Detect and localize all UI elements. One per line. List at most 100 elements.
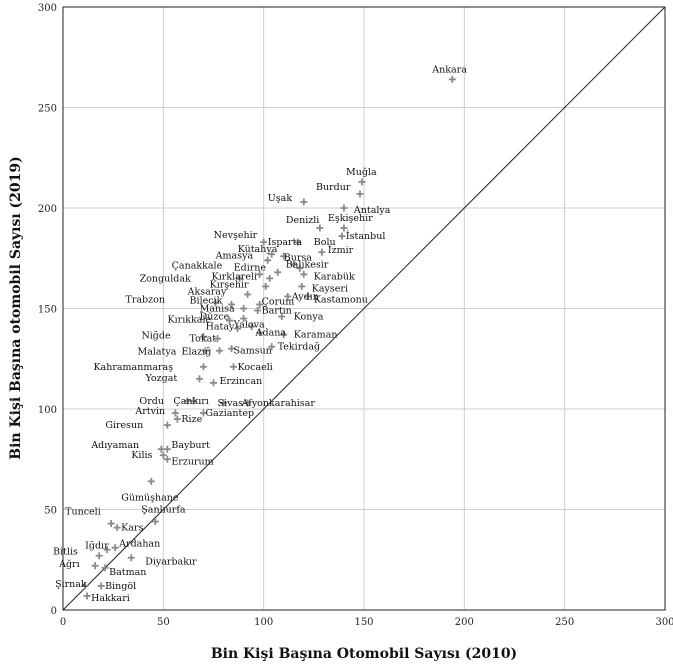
data-point — [199, 409, 207, 417]
data-point — [214, 335, 222, 343]
point-label: Gümüşhane — [121, 492, 179, 503]
data-point — [199, 363, 207, 371]
data-point — [248, 323, 256, 331]
point-label: Kayseri — [312, 283, 348, 294]
point-label: Adıyaman — [90, 440, 139, 451]
data-point — [240, 315, 248, 323]
point-label: Tokat — [190, 334, 217, 345]
data-point — [97, 582, 105, 590]
data-point — [101, 564, 109, 572]
data-point — [254, 307, 262, 315]
data-point — [163, 421, 171, 429]
y-tick-label: 200 — [38, 204, 57, 215]
point-label: Karabük — [314, 271, 355, 282]
data-point — [240, 305, 248, 312]
y-axis-title: Bin Kişi Başına otomobil Sayısı (2019) — [8, 156, 24, 460]
point-label: Eşkişehir — [328, 213, 373, 224]
data-point — [113, 524, 121, 532]
data-point — [103, 546, 111, 554]
data-point — [256, 300, 264, 308]
point-label: Konya — [294, 312, 324, 323]
point-label: Çorum — [262, 296, 295, 307]
point-label: Çankırı — [173, 396, 208, 407]
data-point — [338, 232, 346, 240]
data-point — [216, 347, 224, 355]
data-point — [83, 592, 91, 600]
y-tick-label: 150 — [38, 305, 57, 316]
point-label: Bursa — [284, 252, 313, 263]
data-point — [256, 329, 264, 337]
data-point — [260, 238, 268, 246]
point-label: Edirne — [234, 262, 267, 273]
data-point — [228, 345, 236, 353]
data-point — [163, 455, 171, 463]
point-label: Bartın — [262, 306, 292, 317]
point-label: Zonguldak — [140, 273, 191, 284]
x-tick-label: 200 — [455, 617, 474, 628]
data-point — [284, 292, 292, 300]
data-point — [201, 347, 209, 355]
point-label: Kırşehir — [210, 279, 249, 290]
data-point — [340, 204, 348, 212]
data-point — [157, 445, 165, 453]
data-point — [183, 397, 191, 405]
data-point — [278, 313, 286, 321]
data-point — [280, 252, 288, 260]
data-point — [266, 274, 274, 282]
point-label: Malatya — [137, 347, 176, 358]
point-label: Ankara — [431, 64, 467, 75]
point-label: Adana — [255, 328, 287, 339]
data-point — [226, 317, 234, 325]
data-point — [234, 325, 242, 333]
point-label: Aydın — [291, 291, 319, 302]
data-point — [268, 343, 276, 351]
point-label: Kahramanmaraş — [93, 362, 173, 373]
data-point — [356, 190, 364, 198]
point-label: Bilecik — [190, 295, 223, 306]
tick-labels-layer: 0 50 100 150 200 250 300 0 50 100 150 200 250 300 — [38, 3, 673, 628]
point-label: Amasya — [215, 250, 254, 261]
data-point — [280, 331, 288, 339]
data-point — [316, 224, 324, 232]
x-tick-label: 0 — [60, 617, 66, 628]
y-tick-label: 0 — [51, 606, 57, 617]
point-label: Kastamonu — [314, 294, 368, 305]
point-label: Aksaray — [187, 286, 227, 297]
point-label: Diyarbakır — [145, 557, 197, 568]
data-point — [95, 552, 103, 560]
data-point — [244, 399, 252, 407]
point-label: Manisa — [200, 304, 235, 315]
data-point — [264, 256, 272, 264]
point-label: Kütahya — [238, 244, 278, 255]
point-label: Düzce — [200, 312, 230, 323]
reference-line — [62, 6, 666, 611]
data-point — [91, 562, 99, 570]
point-label: Gaziantep — [205, 408, 254, 419]
data-point — [173, 415, 181, 423]
y-tick-label: 300 — [38, 3, 57, 14]
point-label: Hatay — [206, 322, 235, 333]
data-point — [127, 554, 135, 562]
point-label: Yozgat — [144, 373, 177, 384]
data-point — [230, 363, 238, 371]
data-point — [171, 409, 179, 417]
point-label: Trabzon — [126, 294, 165, 305]
point-label: Nevşehir — [214, 230, 258, 241]
y-tick-label: 100 — [38, 405, 57, 416]
point-label: Ağrı — [58, 559, 80, 570]
point-label: Elazığ — [182, 347, 212, 358]
data-point — [318, 248, 326, 256]
data-point — [236, 274, 244, 282]
data-point — [159, 451, 167, 459]
point-label: Giresun — [105, 420, 143, 431]
data-point — [147, 477, 155, 485]
reference-line-layer — [62, 6, 666, 611]
point-label: Batman — [109, 567, 146, 578]
point-label: Kırıkkale — [168, 315, 212, 326]
data-point — [107, 520, 115, 528]
point-label: Afyonkarahisar — [241, 398, 316, 409]
point-label: Karaman — [294, 330, 338, 341]
data-point — [111, 544, 119, 552]
x-tick-label: 50 — [157, 617, 170, 628]
